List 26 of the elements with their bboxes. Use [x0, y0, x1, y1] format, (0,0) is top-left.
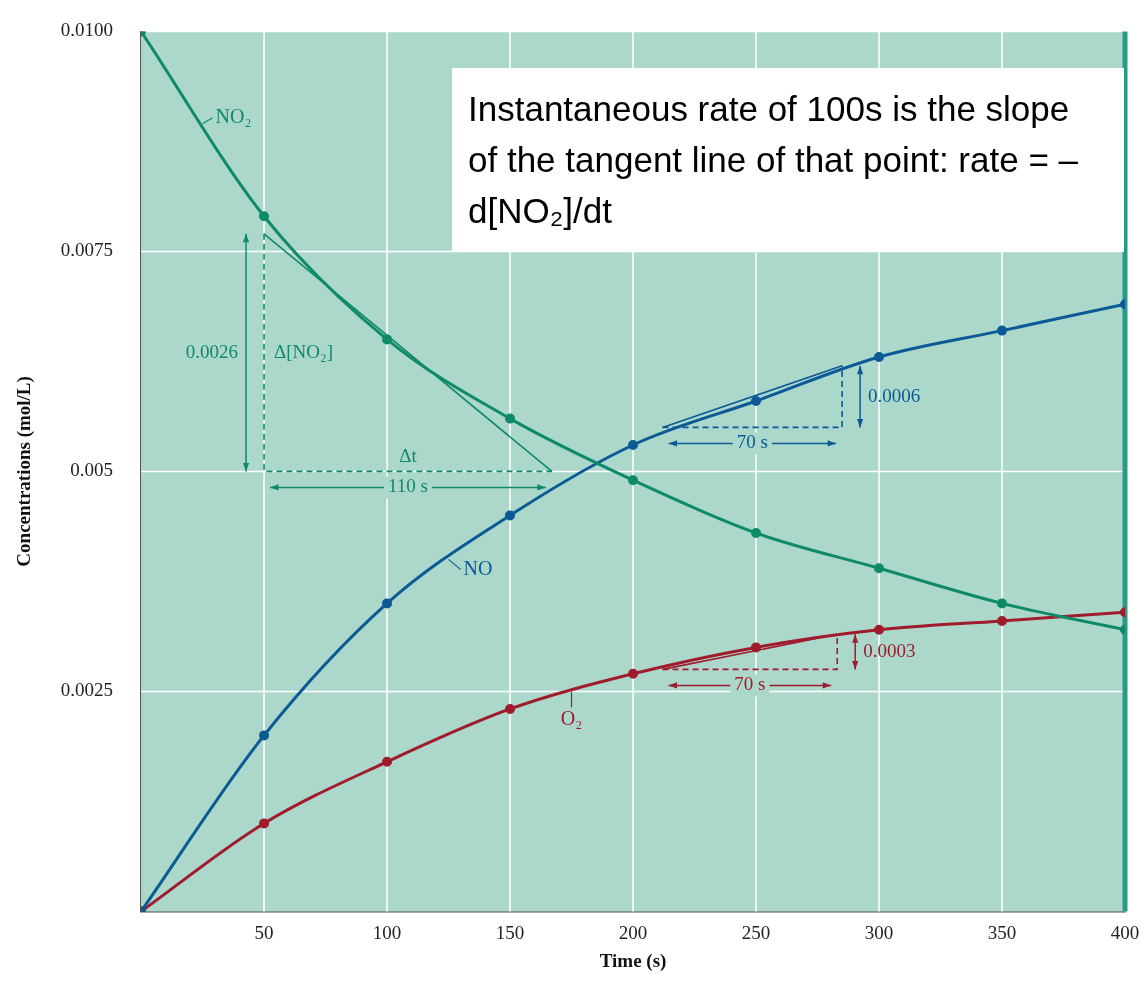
legend-label: NO — [463, 556, 493, 579]
x-axis-title: Time (s) — [599, 949, 667, 972]
annotation: 0.0006 — [868, 384, 921, 406]
annotation: 70 s — [734, 673, 766, 695]
y-tick-label: 0.005 — [70, 459, 114, 481]
series-label: O₂ — [560, 706, 583, 729]
annotation: Δt — [399, 445, 418, 467]
x-tick-label: 50 — [254, 921, 274, 943]
x-tick-label: 350 — [987, 921, 1017, 943]
y-tick-label: 0.0100 — [60, 19, 114, 41]
annotation: Instantaneous rate of 100s is the slope of the tangent line of that point: rate = – d[NO₂]/dt — [452, 68, 1124, 253]
y-tick-label: 0.0075 — [60, 239, 114, 261]
annotation: 110 s — [387, 475, 428, 497]
x-tick-label: 400 — [1110, 921, 1140, 943]
annotation: Δ[NO₂] — [274, 340, 333, 362]
annotation: 0.0003 — [863, 639, 916, 661]
annotation: 0.0026 — [185, 340, 239, 362]
y-tick-label: 0.0025 — [60, 679, 114, 701]
x-tick-label: 250 — [741, 921, 771, 943]
y-axis-title: Concentrations (mol/L) — [13, 376, 36, 567]
x-tick-label: 300 — [864, 921, 894, 943]
x-tick-label: 150 — [495, 921, 525, 943]
x-tick-label: 100 — [372, 921, 402, 943]
x-tick-label: 200 — [618, 921, 648, 943]
annotation: 70 s — [736, 431, 768, 453]
legend-label: NO₂ — [215, 105, 252, 128]
